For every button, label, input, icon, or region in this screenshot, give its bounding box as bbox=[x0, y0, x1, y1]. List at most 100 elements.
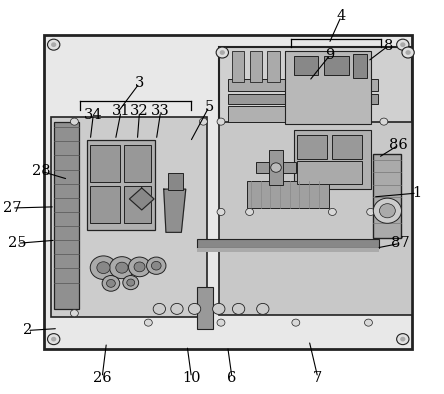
Circle shape bbox=[292, 319, 300, 326]
Circle shape bbox=[329, 208, 336, 216]
Circle shape bbox=[128, 257, 151, 277]
Text: 87: 87 bbox=[391, 236, 409, 250]
Bar bbox=[302, 51, 315, 82]
Text: 4: 4 bbox=[337, 9, 346, 23]
Bar bbox=[54, 123, 79, 309]
Text: 25: 25 bbox=[8, 236, 26, 250]
Bar bbox=[197, 248, 380, 252]
Circle shape bbox=[380, 118, 388, 125]
Bar bbox=[353, 54, 367, 78]
Text: 1: 1 bbox=[412, 186, 421, 200]
Bar bbox=[373, 154, 401, 238]
Bar bbox=[87, 140, 155, 230]
Circle shape bbox=[271, 163, 281, 172]
Circle shape bbox=[257, 303, 269, 314]
Circle shape bbox=[110, 256, 134, 279]
Bar bbox=[232, 51, 244, 82]
Bar bbox=[256, 162, 296, 173]
Bar bbox=[124, 186, 151, 223]
Circle shape bbox=[220, 50, 225, 55]
Text: 9: 9 bbox=[325, 48, 335, 62]
Polygon shape bbox=[164, 189, 186, 232]
Circle shape bbox=[90, 256, 117, 279]
Text: 34: 34 bbox=[84, 108, 103, 122]
Bar bbox=[297, 161, 362, 184]
Circle shape bbox=[107, 279, 115, 287]
Bar bbox=[285, 51, 297, 82]
Bar bbox=[229, 79, 378, 91]
Circle shape bbox=[71, 118, 78, 125]
Bar bbox=[333, 135, 362, 158]
Text: 86: 86 bbox=[389, 138, 408, 152]
Bar bbox=[247, 181, 329, 208]
Text: 6: 6 bbox=[227, 371, 237, 385]
Circle shape bbox=[400, 337, 405, 342]
Bar bbox=[293, 56, 318, 75]
Bar bbox=[168, 173, 182, 190]
Bar bbox=[197, 287, 214, 329]
Circle shape bbox=[48, 334, 60, 345]
Circle shape bbox=[51, 337, 56, 342]
Circle shape bbox=[188, 303, 201, 314]
Circle shape bbox=[134, 262, 145, 272]
Circle shape bbox=[213, 303, 225, 314]
Circle shape bbox=[127, 279, 135, 286]
Circle shape bbox=[51, 42, 56, 47]
Circle shape bbox=[151, 261, 161, 270]
Bar bbox=[267, 51, 280, 82]
Bar bbox=[90, 186, 120, 223]
Bar bbox=[90, 145, 120, 182]
Text: 27: 27 bbox=[3, 201, 21, 215]
Circle shape bbox=[232, 303, 245, 314]
Bar bbox=[229, 94, 378, 104]
Circle shape bbox=[71, 310, 78, 317]
Circle shape bbox=[396, 334, 409, 345]
Text: 26: 26 bbox=[93, 371, 111, 385]
Circle shape bbox=[246, 208, 254, 216]
Text: 32: 32 bbox=[130, 104, 149, 119]
Circle shape bbox=[144, 319, 152, 326]
Text: 5: 5 bbox=[205, 100, 214, 114]
Circle shape bbox=[365, 319, 373, 326]
Circle shape bbox=[405, 50, 411, 55]
Circle shape bbox=[367, 208, 375, 216]
Bar bbox=[51, 117, 207, 317]
Bar bbox=[285, 51, 371, 124]
Text: 8: 8 bbox=[384, 39, 393, 53]
Text: 2: 2 bbox=[23, 323, 32, 338]
Bar bbox=[270, 150, 283, 185]
Circle shape bbox=[373, 198, 401, 223]
Bar bbox=[250, 51, 262, 82]
Text: 28: 28 bbox=[32, 164, 51, 178]
Bar bbox=[219, 47, 412, 124]
Text: 7: 7 bbox=[313, 371, 322, 385]
Circle shape bbox=[400, 42, 405, 47]
Circle shape bbox=[153, 303, 166, 314]
Circle shape bbox=[147, 257, 166, 274]
Circle shape bbox=[123, 275, 139, 290]
Bar bbox=[229, 106, 321, 123]
Bar bbox=[44, 35, 412, 349]
Circle shape bbox=[48, 39, 60, 50]
Circle shape bbox=[402, 47, 414, 58]
Circle shape bbox=[380, 204, 395, 218]
Bar bbox=[197, 240, 380, 248]
Bar bbox=[219, 123, 412, 315]
Circle shape bbox=[116, 262, 128, 273]
Circle shape bbox=[216, 47, 229, 58]
Circle shape bbox=[396, 39, 409, 50]
Circle shape bbox=[97, 262, 110, 273]
Circle shape bbox=[102, 275, 120, 291]
Circle shape bbox=[199, 118, 207, 125]
Bar bbox=[124, 145, 151, 182]
Bar bbox=[325, 56, 349, 75]
Circle shape bbox=[217, 319, 225, 326]
Text: 31: 31 bbox=[112, 104, 130, 119]
Text: 10: 10 bbox=[182, 371, 201, 385]
Text: 33: 33 bbox=[151, 104, 170, 119]
Polygon shape bbox=[129, 188, 154, 210]
Bar bbox=[297, 135, 327, 158]
Circle shape bbox=[217, 208, 225, 216]
Circle shape bbox=[217, 118, 225, 125]
Circle shape bbox=[171, 303, 183, 314]
